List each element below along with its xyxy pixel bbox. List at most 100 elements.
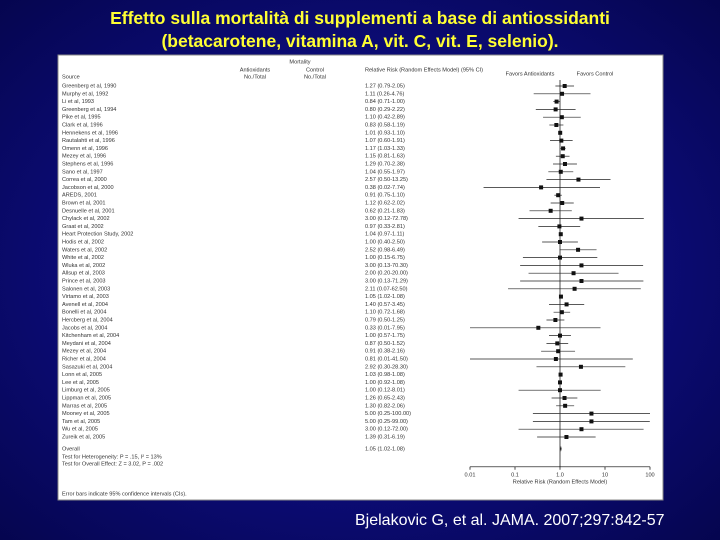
- figure-panel: [57, 54, 664, 501]
- effect-square: [576, 247, 581, 252]
- study-name: Hercberg et al, 2004: [62, 317, 113, 323]
- test-text: Test for Overall Effect: Z = 3.02, P = .…: [62, 461, 163, 467]
- ci-text: 1.39 (0.31-6.19): [365, 434, 405, 440]
- ci-text: 0.38 (0.02-7.74): [365, 185, 405, 191]
- study-name: Sasazuki et al, 2004: [62, 364, 112, 370]
- ci-text: 1.10 (0.72-1.68): [365, 310, 405, 316]
- ci-text: 0.91 (0.75-1.10): [365, 193, 405, 199]
- ci-text: 1.15 (0.81-1.63): [365, 154, 405, 160]
- ci-text: 1.00 (0.57-1.75): [365, 333, 405, 339]
- title: (betacarotene, vitamina A, vit. C, vit. …: [161, 31, 559, 51]
- effect-square: [589, 411, 594, 416]
- effect-square: [558, 169, 563, 174]
- study-name: Rautalahti et al, 1996: [62, 138, 115, 144]
- study-name: AREDS, 2001: [62, 193, 97, 199]
- study-name: Zureik et al, 2005: [62, 434, 105, 440]
- ci-text: 0.81 (0.01-41.50): [365, 356, 408, 362]
- effect-square: [553, 107, 558, 112]
- study-name: Correa et al, 2000: [62, 177, 107, 183]
- study-name: Sano et al, 1997: [62, 169, 103, 175]
- ci-text: 1.00 (0.12-8.01): [365, 388, 405, 394]
- ci-text: 0.80 (0.29-2.22): [365, 107, 405, 113]
- effect-square: [589, 419, 594, 424]
- ci-text: 0.62 (0.21-1.83): [365, 208, 405, 214]
- ci-text: 2.00 (0.20-20.00): [365, 271, 408, 277]
- study-name: Mooney et al, 2005: [62, 411, 110, 417]
- effect-square: [563, 403, 568, 408]
- effect-square: [555, 341, 560, 346]
- effect-square: [553, 318, 558, 322]
- effect-square: [559, 138, 564, 143]
- ci-text: 3.00 (0.12-72.00): [365, 427, 408, 433]
- ci-text: 3.00 (0.12-72.78): [365, 216, 408, 222]
- ci-text: 1.11 (0.26-4.76): [365, 91, 405, 97]
- study-name: Kitchenham et al, 2004: [62, 333, 119, 339]
- study-name: Stephens et al, 1996: [62, 161, 113, 167]
- overall-diamond: [560, 445, 562, 452]
- x-tick-label: 100: [645, 472, 654, 478]
- study-name: Jacobson et al, 2000: [62, 185, 114, 191]
- ci-text: 2.57 (0.50-13.25): [365, 177, 408, 183]
- ci-text: 1.01 (0.93-1.10): [365, 130, 405, 136]
- ci-text: 3.00 (0.13-71.29): [365, 278, 408, 284]
- study-name: Pike et al, 1995: [62, 115, 101, 121]
- study-name: Marras et al, 2005: [62, 403, 107, 409]
- header: Source: [62, 74, 80, 80]
- study-name: Greenberg et al, 1994: [62, 107, 116, 113]
- study-name: Virtamo et al, 2003: [62, 294, 109, 300]
- effect-square: [579, 263, 584, 268]
- effect-square: [579, 279, 584, 283]
- study-name: Lonn et al, 2005: [62, 372, 102, 378]
- study-name: Avenell et al, 2004: [62, 302, 108, 308]
- effect-square: [561, 146, 566, 151]
- study-name: Waters et al, 2002: [62, 247, 107, 253]
- effect-square: [558, 333, 562, 338]
- ci-text: 1.10 (0.42-2.89): [365, 115, 405, 121]
- study-name: Bonelli et al, 2004: [62, 310, 106, 316]
- citation: Bjelakovic G, et al. JAMA. 2007;297:842-…: [355, 512, 665, 529]
- ci-text: 1.29 (0.70-2.38): [365, 161, 405, 167]
- study-name: Desnuelle et al, 2001: [62, 208, 115, 214]
- study-name: Allsup et al, 2003: [62, 271, 105, 277]
- ci-text: 2.52 (0.98-6.49): [365, 247, 405, 253]
- study-name: Heart Protection Study, 2002: [62, 232, 133, 238]
- study-name: Richer et al, 2004: [62, 356, 106, 362]
- effect-square: [548, 208, 553, 213]
- study-name: Mezey et al, 2004: [62, 349, 106, 355]
- x-tick-label: 0.1: [511, 472, 519, 478]
- study-name: Wluka et al, 2002: [62, 263, 105, 269]
- effect-square: [558, 240, 562, 244]
- ci-text: 1.07 (0.60-1.91): [365, 138, 405, 144]
- ci-text: 1.12 (0.62-2.02): [365, 200, 405, 206]
- study-name: Lippman et al, 2005: [62, 395, 111, 401]
- header: Favors Control: [577, 71, 614, 77]
- study-name: Tam et al, 2005: [62, 419, 100, 425]
- x-tick-label: 0.01: [465, 472, 476, 478]
- ci-text: 2.11 (0.07-62.50): [365, 286, 408, 292]
- footnote: Error bars indicate 95% confidence inter…: [62, 491, 187, 497]
- effect-square: [558, 130, 563, 135]
- study-name: Clark et al, 1996: [62, 122, 103, 128]
- effect-square: [572, 286, 577, 291]
- effect-square: [558, 232, 563, 237]
- ci-text: 0.83 (0.58-1.19): [365, 122, 405, 128]
- ci-text: 5.00 (0.25-100.00): [365, 411, 411, 417]
- effect-square: [579, 216, 584, 221]
- effect-square: [553, 357, 558, 361]
- study-name: Overall: [62, 446, 80, 452]
- ci-text: 0.91 (0.38-2.16): [365, 349, 405, 355]
- effect-square: [539, 185, 544, 190]
- effect-square: [554, 99, 559, 104]
- effect-square: [554, 123, 559, 127]
- effect-square: [562, 396, 567, 400]
- effect-square: [564, 435, 569, 439]
- effect-square: [559, 310, 564, 315]
- test-text: Test for Heterogeneity: P = .15, I² = 13…: [62, 454, 162, 460]
- x-tick-label: 1.0: [556, 472, 564, 478]
- effect-square: [558, 294, 563, 299]
- ci-text: 1.05 (1.02-1.08): [365, 446, 405, 452]
- effect-square: [558, 255, 562, 260]
- study-name: Omenn et al, 1996: [62, 146, 108, 152]
- header: Relative Risk (Random Effects Model) (95…: [365, 67, 483, 73]
